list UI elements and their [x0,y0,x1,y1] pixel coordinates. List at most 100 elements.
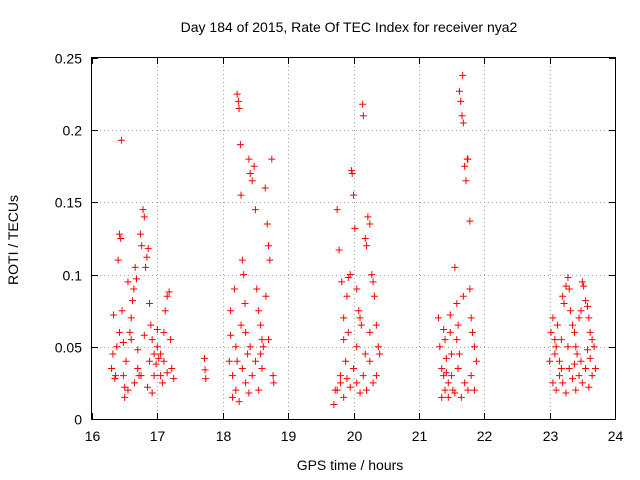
data-point [338,278,346,286]
data-point [155,354,163,362]
data-point [166,336,174,344]
data-point [113,343,121,351]
data-point [266,256,274,264]
data-points [108,71,599,409]
x-tick-label: 20 [347,428,363,444]
x-tick-label: 22 [477,428,493,444]
data-point [127,336,135,344]
data-point [259,343,267,351]
data-point [361,350,369,358]
data-point [442,369,450,377]
data-point [241,299,249,307]
data-point [115,328,123,336]
data-point [231,285,239,293]
data-point [577,357,585,365]
data-point [122,357,130,365]
data-point [236,141,244,149]
data-point [140,213,148,221]
data-point [441,386,449,394]
data-point [130,285,138,293]
data-point [235,105,243,113]
data-point [549,379,557,387]
data-point [165,288,173,296]
data-point [127,314,135,322]
data-point [242,379,250,387]
data-point [591,364,599,372]
data-point [117,235,125,242]
data-point [350,364,357,372]
data-point [251,206,259,214]
data-point [168,364,176,372]
y-tick-label: 0 [74,412,82,428]
data-point [160,357,168,365]
data-point [121,393,129,401]
data-point [459,71,467,79]
data-point [163,369,171,377]
data-point [451,389,459,397]
data-point [458,112,466,120]
data-point [137,372,145,380]
data-point [464,386,472,394]
data-point [434,314,442,322]
data-point [246,343,254,351]
data-point [124,386,132,394]
data-point [580,282,588,290]
x-tick-label: 21 [412,428,428,444]
data-point [134,364,142,372]
data-point [372,372,380,380]
data-point [559,292,567,300]
data-point [143,253,151,261]
data-point [238,364,246,372]
data-point [265,336,273,344]
data-point [461,162,469,170]
data-point [144,245,152,253]
data-point [353,343,361,351]
data-point [369,379,377,387]
data-point [346,271,354,279]
data-point [201,366,209,374]
data-point [457,393,465,401]
data-point [255,386,263,394]
data-point [233,357,241,365]
data-point [161,307,169,315]
data-point [138,242,146,250]
data-point [553,321,561,329]
data-point [152,360,160,368]
data-point [363,242,371,250]
data-point [570,328,578,336]
data-point [115,230,123,238]
data-point [225,357,233,365]
data-point [348,170,356,178]
data-point [111,375,119,383]
data-point [353,379,361,387]
data-point [140,331,148,339]
data-point [257,350,265,358]
data-point [356,314,364,322]
data-point [577,307,585,315]
data-point [132,275,140,283]
data-point [376,350,384,358]
data-point [359,100,367,108]
data-point [251,357,259,365]
data-point [459,292,467,300]
data-point [150,372,158,380]
data-point [257,321,265,329]
grid-lines [92,58,615,419]
data-point [255,307,263,315]
data-point [546,357,554,365]
data-point [350,191,357,199]
data-point [454,321,462,329]
x-tick-label: 17 [150,428,166,444]
data-point [109,350,117,358]
data-point [467,314,475,322]
data-point [118,307,126,315]
data-point [139,206,147,214]
data-point [356,389,364,397]
data-point [131,263,139,271]
data-point [366,220,374,228]
data-point [359,112,367,120]
data-point [245,155,253,163]
x-tick-label: 16 [85,428,101,444]
data-point [582,364,590,372]
